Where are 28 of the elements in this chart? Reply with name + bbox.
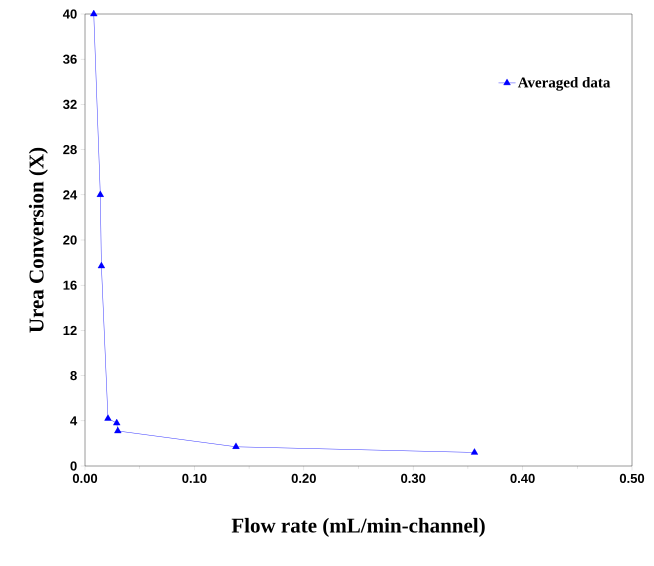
x-tick-label: 0.50 xyxy=(620,474,644,484)
y-tick-label: 8 xyxy=(70,370,77,380)
y-tick-label: 24 xyxy=(63,190,78,200)
y-axis-title: Urea Conversion (X) xyxy=(28,148,48,333)
y-tick-label: 20 xyxy=(63,235,77,245)
x-axis-title: Flow rate (mL/min-channel) xyxy=(232,518,485,537)
point xyxy=(104,414,112,421)
point xyxy=(98,262,106,268)
x-tick-label: 0.40 xyxy=(510,474,535,484)
y-tick-label: 4 xyxy=(70,416,78,426)
point xyxy=(113,418,120,426)
y-tick-label: 12 xyxy=(64,326,77,335)
point xyxy=(470,448,478,455)
y-tick-label: 36 xyxy=(63,54,77,64)
point xyxy=(232,442,240,449)
x-tick-label: 0.20 xyxy=(292,474,316,484)
y-tick-label: 32 xyxy=(63,100,77,110)
x-tick-label: 0.10 xyxy=(182,474,207,484)
point xyxy=(90,10,98,16)
y-tick-label: 40 xyxy=(62,9,77,19)
y-tick-label: 28 xyxy=(63,144,77,154)
y-tick-label: 0 xyxy=(70,461,77,471)
legend-label: Averaged data xyxy=(518,76,610,91)
y-tick-label: 16 xyxy=(64,280,77,290)
point xyxy=(114,426,122,434)
point xyxy=(96,190,104,198)
x-tick-label: 0.00 xyxy=(72,474,98,484)
x-tick-label: 0.30 xyxy=(401,474,426,484)
